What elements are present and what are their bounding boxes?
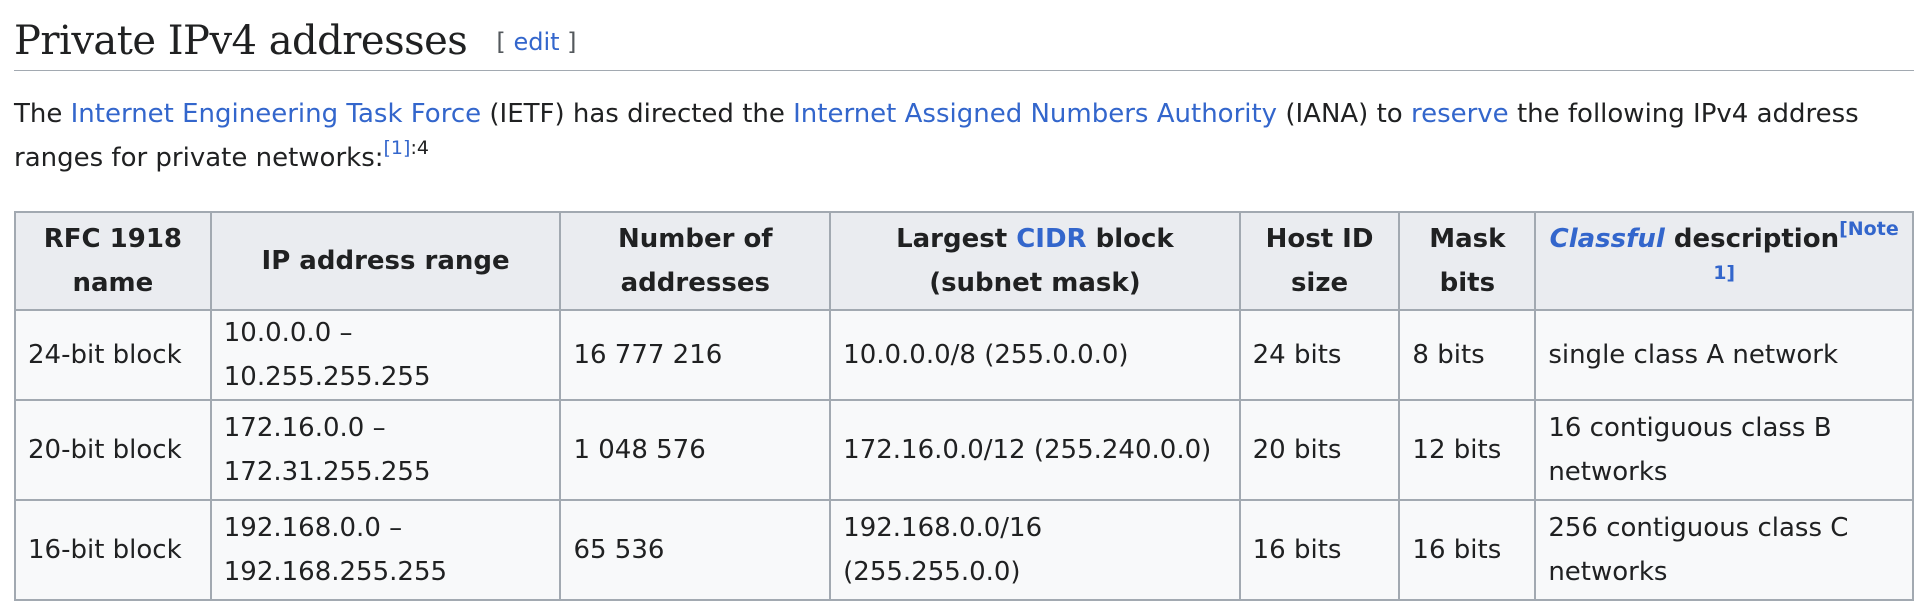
note-sup: [Note 1]: [1713, 218, 1899, 284]
header-cidr-suffix: block (subnet mask): [929, 224, 1174, 298]
cell-ip-range: 172.16.0.0 – 172.31.255.255: [209, 399, 562, 501]
table-row: 24-bit block 10.0.0.0 – 10.255.255.255 1…: [14, 309, 1914, 401]
cell-host-id: 16 bits: [1238, 499, 1401, 601]
note-link[interactable]: [Note 1]: [1713, 218, 1899, 284]
header-host-id: Host ID size: [1238, 211, 1401, 311]
reserve-link[interactable]: reserve: [1410, 99, 1509, 129]
cell-mask-bits: 16 bits: [1398, 499, 1537, 601]
cell-ip-range: 192.168.0.0 – 192.168.255.255: [209, 499, 562, 601]
intro-paragraph: The Internet Engineering Task Force (IET…: [14, 92, 1919, 180]
cell-num-addresses: 1 048 576: [559, 399, 832, 501]
iana-link[interactable]: Internet Assigned Numbers Authority: [793, 99, 1278, 129]
intro-text-1: The: [14, 99, 71, 129]
table-row: 16-bit block 192.168.0.0 – 192.168.255.2…: [14, 499, 1914, 601]
cell-cidr: 192.168.0.0/16 (255.255.0.0): [829, 499, 1241, 601]
header-cidr: Largest CIDR block (subnet mask): [829, 211, 1241, 311]
header-mask-bits: Mask bits: [1398, 211, 1537, 311]
header-classful: Classful description[Note 1]: [1534, 211, 1914, 311]
cidr-link[interactable]: CIDR: [1016, 224, 1087, 254]
cell-cidr: 10.0.0.0/8 (255.0.0.0): [829, 309, 1241, 401]
header-classful-suffix: description: [1664, 224, 1840, 254]
section-title: Private IPv4 addresses: [14, 18, 468, 64]
cell-classful: 16 contiguous class B networks: [1534, 399, 1914, 501]
cell-mask-bits: 8 bits: [1398, 309, 1537, 401]
table-row: 20-bit block 172.16.0.0 – 172.31.255.255…: [14, 399, 1914, 501]
cell-classful: single class A network: [1534, 309, 1914, 401]
cell-host-id: 20 bits: [1238, 399, 1401, 501]
reference-link[interactable]: [1]: [383, 137, 411, 159]
cell-classful: 256 contiguous class C networks: [1534, 499, 1914, 601]
cell-mask-bits: 12 bits: [1398, 399, 1537, 501]
header-rfc-name: RFC 1918 name: [14, 211, 212, 311]
header-cidr-prefix: Largest: [896, 224, 1017, 254]
cell-ip-range: 10.0.0.0 – 10.255.255.255: [209, 309, 562, 401]
edit-bracket-close: ]: [567, 28, 577, 56]
cell-num-addresses: 16 777 216: [559, 309, 832, 401]
edit-link[interactable]: edit: [513, 28, 560, 56]
ietf-link[interactable]: Internet Engineering Task Force: [70, 99, 482, 129]
intro-text-2: (IETF) has directed the: [481, 99, 794, 129]
cell-host-id: 24 bits: [1238, 309, 1401, 401]
intro-text-4: the following IPv4 address ranges for pr…: [14, 99, 1859, 173]
classful-link[interactable]: Classful: [1549, 224, 1665, 254]
header-num-addresses: Number of addresses: [559, 211, 832, 311]
cell-rfc-name: 16-bit block: [14, 499, 212, 601]
reference-page: :4: [410, 137, 429, 159]
cell-rfc-name: 20-bit block: [14, 399, 212, 501]
cell-cidr: 172.16.0.0/12 (255.240.0.0): [829, 399, 1241, 501]
private-ranges-table: RFC 1918 name IP address range Number of…: [14, 211, 1914, 601]
section-heading: Private IPv4 addresses [ edit ]: [14, 18, 1914, 71]
intro-text-3: (IANA) to: [1277, 99, 1411, 129]
table-header-row: RFC 1918 name IP address range Number of…: [14, 211, 1914, 311]
edit-bracket-open: [: [496, 28, 506, 56]
header-ip-range: IP address range: [209, 211, 562, 311]
cell-num-addresses: 65 536: [559, 499, 832, 601]
reference-sup: [1]:4: [384, 137, 429, 159]
cell-rfc-name: 24-bit block: [14, 309, 212, 401]
edit-section: [ edit ]: [496, 28, 576, 56]
